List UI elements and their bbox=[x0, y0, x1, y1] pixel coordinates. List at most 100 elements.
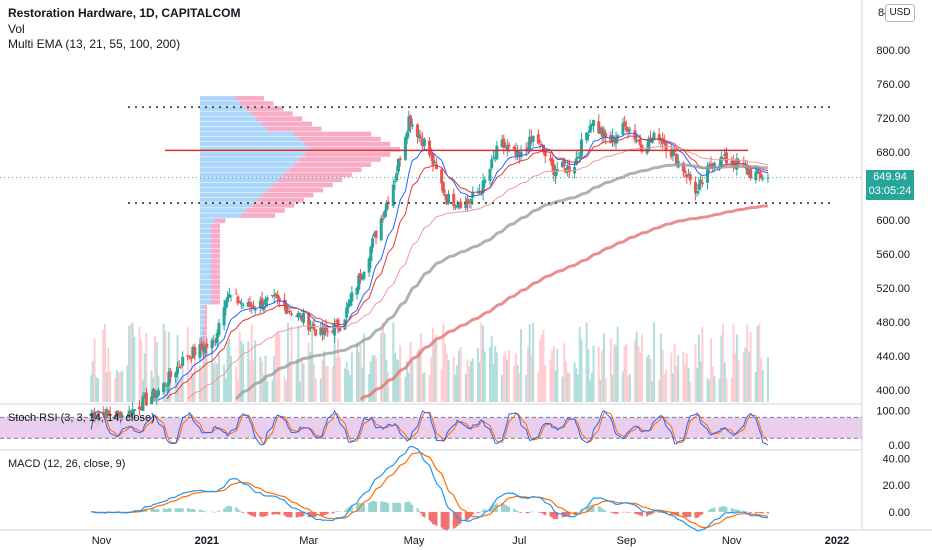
volume-bar bbox=[114, 378, 117, 402]
volume-bar bbox=[319, 378, 322, 402]
macd-histogram-bar bbox=[742, 510, 745, 512]
candle-body bbox=[350, 292, 354, 302]
volume-bar bbox=[368, 374, 371, 402]
candle-body bbox=[407, 116, 411, 132]
candle-body bbox=[393, 181, 397, 183]
candle-body bbox=[198, 344, 202, 358]
macd-histogram-bar bbox=[164, 508, 167, 512]
volume-bar bbox=[343, 368, 346, 402]
macd-histogram-bar bbox=[652, 511, 655, 513]
volume-bar bbox=[266, 381, 269, 402]
stoch-d-line bbox=[90, 411, 769, 446]
profile-bar-down bbox=[299, 136, 381, 142]
macd-histogram-bar bbox=[157, 509, 160, 512]
candle-body bbox=[358, 273, 362, 280]
candle-body bbox=[453, 206, 457, 208]
candle-body bbox=[491, 158, 495, 160]
macd-histogram-bar bbox=[466, 511, 469, 520]
macd-histogram-bar bbox=[335, 511, 338, 512]
candle-body bbox=[226, 296, 230, 303]
volume-bar bbox=[238, 331, 241, 402]
volume-bar bbox=[735, 334, 738, 402]
profile-bar-down bbox=[203, 325, 207, 330]
volume-bar bbox=[167, 331, 170, 402]
candle-body bbox=[283, 299, 287, 306]
candle-body bbox=[731, 160, 735, 165]
macd-histogram-bar bbox=[452, 511, 455, 529]
volume-bar bbox=[133, 337, 136, 402]
profile-bar-down bbox=[210, 228, 220, 234]
profile-bar-up bbox=[199, 304, 204, 310]
ema-100-line bbox=[235, 163, 768, 401]
macd-histogram-bar bbox=[661, 511, 664, 514]
macd-histogram-bar bbox=[513, 508, 516, 512]
volume-indicator-label[interactable]: Vol bbox=[8, 22, 25, 36]
candle-body bbox=[415, 124, 419, 138]
candle-body bbox=[132, 409, 136, 412]
volume-bar bbox=[599, 379, 602, 402]
volume-bar bbox=[192, 373, 195, 402]
candle-body bbox=[528, 136, 532, 152]
profile-bar-up bbox=[199, 284, 211, 290]
candle-body bbox=[179, 367, 183, 369]
currency-button[interactable]: USD bbox=[885, 4, 915, 22]
macd-histogram-bar bbox=[504, 504, 507, 512]
profile-bar-down bbox=[272, 182, 333, 188]
candle-body bbox=[357, 275, 361, 290]
volume-bar bbox=[140, 340, 143, 402]
candle-body bbox=[181, 356, 185, 366]
macd-label[interactable]: MACD (12, 26, close, 9) bbox=[8, 458, 126, 470]
macd-histogram-bar bbox=[756, 511, 759, 513]
ema-21-line bbox=[166, 135, 768, 400]
candle-body bbox=[296, 312, 300, 318]
volume-bar bbox=[90, 375, 93, 402]
candle-body bbox=[512, 146, 516, 150]
volume-bar bbox=[119, 371, 122, 402]
stoch-rsi-label[interactable]: Stoch RSI (3, 3, 14, 14, close) bbox=[8, 412, 155, 424]
macd-histogram-bar bbox=[423, 511, 426, 518]
volume-bar bbox=[103, 323, 106, 402]
profile-bar-up bbox=[199, 152, 305, 157]
macd-histogram-bar bbox=[615, 511, 618, 514]
candle-body bbox=[319, 327, 323, 335]
macd-histogram-bar bbox=[604, 510, 607, 512]
candle-body bbox=[514, 149, 518, 156]
macd-signal-line bbox=[91, 451, 768, 529]
candle-body bbox=[443, 194, 447, 197]
volume-bar bbox=[616, 326, 619, 402]
candle-body bbox=[538, 141, 542, 143]
profile-bar-down bbox=[203, 340, 207, 346]
candle-body bbox=[585, 132, 589, 141]
profile-bar-down bbox=[262, 192, 314, 198]
profile-bar-up bbox=[199, 167, 289, 172]
candle-body bbox=[626, 128, 630, 132]
macd-line bbox=[91, 445, 768, 532]
macd-histogram-bar bbox=[212, 511, 215, 513]
ema-indicator-label[interactable]: Multi EMA (13, 21, 55, 100, 200) bbox=[8, 37, 181, 51]
macd-histogram-bar bbox=[236, 508, 239, 512]
macd-histogram-bar bbox=[587, 506, 590, 512]
candle-body bbox=[695, 191, 699, 194]
volume-bar bbox=[230, 355, 233, 402]
macd-histogram-bar bbox=[264, 511, 267, 517]
time-tick-label: Nov bbox=[92, 535, 112, 547]
candle-body bbox=[131, 409, 135, 416]
macd-histogram-bar bbox=[561, 511, 564, 518]
macd-histogram-bar bbox=[337, 511, 340, 512]
volume-bar bbox=[747, 351, 750, 402]
volume-bar bbox=[452, 356, 455, 402]
symbol-title[interactable]: Restoration Hardware, 1D, CAPITALCOM bbox=[8, 6, 241, 20]
candle-body bbox=[757, 171, 761, 174]
candle-body bbox=[274, 293, 278, 296]
candle-body bbox=[253, 308, 257, 311]
candle-body bbox=[224, 300, 228, 309]
volume-bar bbox=[286, 322, 289, 402]
price-tick-label: 760.00 bbox=[876, 79, 910, 91]
volume-bar bbox=[333, 327, 336, 402]
volume-bar bbox=[200, 370, 203, 402]
macd-histogram-bar bbox=[228, 505, 231, 512]
macd-histogram-bar bbox=[628, 511, 631, 513]
volume-bar bbox=[381, 322, 384, 402]
macd-histogram-bar bbox=[345, 508, 348, 512]
